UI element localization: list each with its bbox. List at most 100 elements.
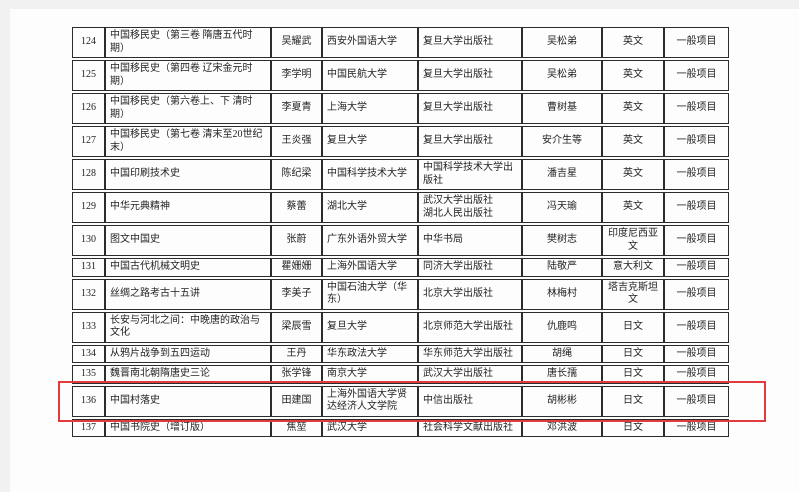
cell-title: 中华元典精神 xyxy=(105,192,271,223)
cell-university: 广东外语外贸大学 xyxy=(322,225,418,256)
cell-author: 李夏青 xyxy=(271,93,322,124)
cell-author: 陈纪梁 xyxy=(271,159,322,190)
table-row: 125 中国移民史（第四卷 辽宋金元时期） 李学明 中国民航大学 复旦大学出版社… xyxy=(72,60,729,91)
cell-title: 中国移民史（第六卷上、下 清时期） xyxy=(105,93,271,124)
cell-university: 中国石油大学（华东） xyxy=(322,278,418,310)
table-row: 137 中国书院史（增订版） 焦堃 武汉大学 社会科学文献出版社 邓洪波 日文 … xyxy=(72,418,729,437)
cell-title: 中国移民史（第四卷 辽宋金元时期） xyxy=(105,60,271,91)
cell-publisher: 复旦大学出版社 xyxy=(418,27,522,58)
cell-translator: 陆敬严 xyxy=(522,258,602,277)
cell-publisher: 复旦大学出版社 xyxy=(418,93,522,124)
cell-author: 李学明 xyxy=(271,60,322,91)
cell-row-number: 129 xyxy=(72,192,105,223)
cell-publisher: 同济大学出版社 xyxy=(418,258,522,277)
cell-project-type: 一般项目 xyxy=(664,225,729,256)
cell-language: 英文 xyxy=(602,60,664,91)
cell-university: 南京大学 xyxy=(322,365,418,384)
cell-language: 英文 xyxy=(602,159,664,190)
cell-publisher: 复旦大学出版社 xyxy=(418,60,522,91)
cell-project-type: 一般项目 xyxy=(664,60,729,91)
cell-project-type: 一般项目 xyxy=(664,159,729,190)
cell-publisher: 复旦大学出版社 xyxy=(418,126,522,157)
cell-row-number: 127 xyxy=(72,126,105,157)
table-row: 133 长安与河北之间：中晚唐的政治与文化 梁辰雪 复旦大学 北京师范大学出版社… xyxy=(72,311,729,343)
cell-university: 上海外国语大学贤达经济人文学院 xyxy=(322,385,418,417)
cell-language: 意大利文 xyxy=(602,258,664,277)
cell-title: 中国书院史（增订版） xyxy=(105,418,271,437)
cell-title: 中国村落史 xyxy=(105,385,271,417)
cell-language: 英文 xyxy=(602,192,664,223)
cell-author: 田建国 xyxy=(271,385,322,417)
cell-language: 英文 xyxy=(602,27,664,58)
cell-publisher: 中国科学技术大学出版社 xyxy=(418,159,522,190)
cell-project-type: 一般项目 xyxy=(664,311,729,343)
cell-author: 瞿姗姗 xyxy=(271,258,322,277)
cell-title: 魏晋南北朝隋唐史三论 xyxy=(105,365,271,384)
cell-publisher: 北京大学出版社 xyxy=(418,278,522,310)
cell-university: 中国民航大学 xyxy=(322,60,418,91)
cell-author: 王炎强 xyxy=(271,126,322,157)
cell-project-type: 一般项目 xyxy=(664,93,729,124)
cell-university: 上海大学 xyxy=(322,93,418,124)
cell-language: 日文 xyxy=(602,418,664,437)
cell-language: 英文 xyxy=(602,126,664,157)
cell-project-type: 一般项目 xyxy=(664,27,729,58)
table-row: 135 魏晋南北朝隋唐史三论 张学锋 南京大学 武汉大学出版社 唐长孺 日文 一… xyxy=(72,365,729,384)
projects-table: 124 中国移民史（第三卷 隋唐五代时期） 吴耀武 西安外国语大学 复旦大学出版… xyxy=(72,25,729,439)
cell-title: 中国移民史（第七卷 清末至20世纪末） xyxy=(105,126,271,157)
cell-title: 中国移民史（第三卷 隋唐五代时期） xyxy=(105,27,271,58)
cell-author: 吴耀武 xyxy=(271,27,322,58)
cell-row-number: 134 xyxy=(72,344,105,363)
cell-university: 湖北大学 xyxy=(322,192,418,223)
cell-project-type: 一般项目 xyxy=(664,278,729,310)
cell-publisher: 武汉大学出版社 湖北人民出版社 xyxy=(418,192,522,223)
cell-title: 中国古代机械文明史 xyxy=(105,258,271,277)
table-row: 134 从鸦片战争到五四运动 王丹 华东政法大学 华东师范大学出版社 胡绳 日文… xyxy=(72,344,729,363)
cell-university: 武汉大学 xyxy=(322,418,418,437)
cell-translator: 仇鹿鸣 xyxy=(522,311,602,343)
cell-translator: 吴松弟 xyxy=(522,27,602,58)
cell-author: 王丹 xyxy=(271,344,322,363)
cell-translator: 吴松弟 xyxy=(522,60,602,91)
cell-author: 张蔚 xyxy=(271,225,322,256)
table-row: 136 中国村落史 田建国 上海外国语大学贤达经济人文学院 中信出版社 胡彬彬 … xyxy=(72,385,729,417)
table-row: 127 中国移民史（第七卷 清末至20世纪末） 王炎强 复旦大学 复旦大学出版社… xyxy=(72,126,729,157)
cell-title: 丝绸之路考古十五讲 xyxy=(105,278,271,310)
cell-translator: 邓洪波 xyxy=(522,418,602,437)
table-row: 131 中国古代机械文明史 瞿姗姗 上海外国语大学 同济大学出版社 陆敬严 意大… xyxy=(72,258,729,277)
cell-project-type: 一般项目 xyxy=(664,418,729,437)
cell-row-number: 137 xyxy=(72,418,105,437)
cell-project-type: 一般项目 xyxy=(664,385,729,417)
cell-author: 蔡蕾 xyxy=(271,192,322,223)
cell-author: 李美子 xyxy=(271,278,322,310)
cell-translator: 冯天瑜 xyxy=(522,192,602,223)
cell-row-number: 126 xyxy=(72,93,105,124)
cell-translator: 曹树基 xyxy=(522,93,602,124)
cell-publisher: 社会科学文献出版社 xyxy=(418,418,522,437)
cell-language: 日文 xyxy=(602,311,664,343)
cell-translator: 樊树志 xyxy=(522,225,602,256)
cell-translator: 安介生等 xyxy=(522,126,602,157)
cell-language: 英文 xyxy=(602,93,664,124)
cell-publisher: 中信出版社 xyxy=(418,385,522,417)
table-row: 132 丝绸之路考古十五讲 李美子 中国石油大学（华东） 北京大学出版社 林梅村… xyxy=(72,278,729,310)
cell-language: 塔吉克斯坦文 xyxy=(602,278,664,310)
cell-row-number: 130 xyxy=(72,225,105,256)
cell-language: 印度尼西亚文 xyxy=(602,225,664,256)
table-row: 128 中国印刷技术史 陈纪梁 中国科学技术大学 中国科学技术大学出版社 潘吉星… xyxy=(72,159,729,190)
cell-title: 从鸦片战争到五四运动 xyxy=(105,344,271,363)
cell-publisher: 华东师范大学出版社 xyxy=(418,344,522,363)
cell-title: 中国印刷技术史 xyxy=(105,159,271,190)
cell-translator: 唐长孺 xyxy=(522,365,602,384)
cell-project-type: 一般项目 xyxy=(664,344,729,363)
cell-university: 华东政法大学 xyxy=(322,344,418,363)
cell-university: 复旦大学 xyxy=(322,311,418,343)
cell-university: 上海外国语大学 xyxy=(322,258,418,277)
cell-row-number: 124 xyxy=(72,27,105,58)
cell-project-type: 一般项目 xyxy=(664,365,729,384)
table-body: 124 中国移民史（第三卷 隋唐五代时期） 吴耀武 西安外国语大学 复旦大学出版… xyxy=(72,27,729,437)
cell-translator: 胡彬彬 xyxy=(522,385,602,417)
cell-project-type: 一般项目 xyxy=(664,258,729,277)
cell-project-type: 一般项目 xyxy=(664,126,729,157)
